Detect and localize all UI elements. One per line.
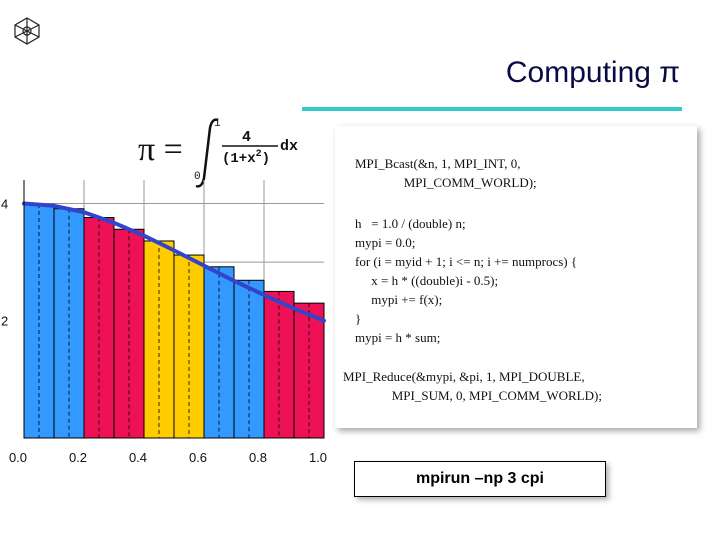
code-line: h = 1.0 / (double) n;: [355, 216, 466, 231]
x-tick-label: 0.6: [189, 450, 207, 465]
formula-lower-limit: 0: [194, 171, 201, 183]
title-underline-bar: [302, 107, 682, 111]
chart-bar: [113, 228, 145, 439]
code-line: MPI_Bcast(&n, 1, MPI_INT, 0,: [355, 156, 521, 171]
y-tick-label: 4: [1, 196, 8, 211]
formula-exponent: 2: [256, 149, 262, 160]
riemann-bar-chart: 0.0 0.2 0.4 0.6 0.8 1.0 2 4: [1, 180, 327, 465]
net-cube-logo-icon: [14, 17, 40, 45]
code-panel: MPI_Bcast(&n, 1, MPI_INT, 0, MPI_COMM_WO…: [335, 126, 697, 428]
formula-numerator: 4: [242, 129, 251, 146]
formula-denominator-close: ): [262, 151, 270, 167]
formula-denominator: (1+x: [222, 151, 256, 167]
code-line: MPI_Reduce(&mypi, &pi, 1, MPI_DOUBLE,: [343, 369, 585, 384]
slide-title: Computing π: [505, 56, 680, 89]
y-tick-label: 2: [1, 314, 8, 329]
chart-bar: [83, 217, 115, 439]
code-line: mypi = h * sum;: [355, 330, 441, 345]
code-line: for (i = myid + 1; i <= n; i += numprocs…: [355, 254, 578, 269]
code-line: x = h * ((double)i - 0.5);: [355, 273, 499, 288]
x-tick-label: 0.0: [9, 450, 27, 465]
pi-integral-formula: π = 1 0 4 dx (1+x2): [138, 118, 298, 188]
x-tick-label: 0.8: [249, 450, 267, 465]
code-line: MPI_COMM_WORLD);: [355, 175, 537, 190]
command-text: mpirun –np 3 cpi: [415, 470, 544, 487]
x-tick-label: 0.2: [69, 450, 87, 465]
code-line: MPI_SUM, 0, MPI_COMM_WORLD);: [343, 388, 602, 403]
command-box: mpirun –np 3 cpi: [354, 461, 606, 497]
formula-upper-limit: 1: [214, 118, 221, 130]
code-line: mypi += f(x);: [355, 292, 443, 307]
function-curve: [22, 201, 326, 323]
formula-differential: dx: [280, 138, 298, 155]
svg-text:(1+x2): (1+x2): [222, 149, 270, 167]
integral-sign-icon: [195, 118, 219, 188]
code-line: mypi = 0.0;: [355, 235, 416, 250]
x-tick-label: 0.4: [129, 450, 147, 465]
x-tick-label: 1.0: [309, 450, 327, 465]
code-line: }: [355, 311, 362, 326]
formula-lhs: π =: [138, 131, 183, 168]
